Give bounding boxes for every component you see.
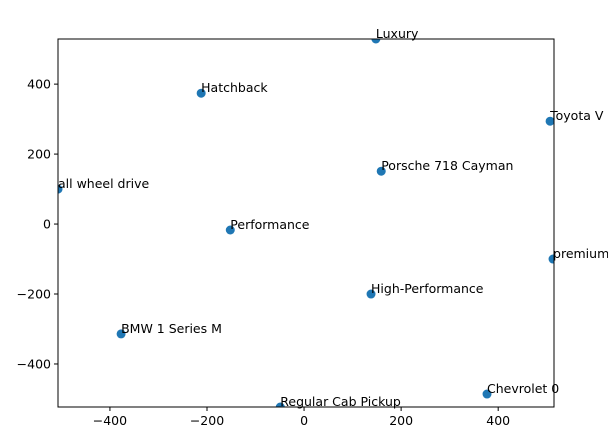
labels-layer: Luxury Hatchback Toyota V Porsche 718 Cayma… [58, 26, 608, 409]
y-tick-label: 0 [43, 217, 51, 232]
point-label: Toyota V [549, 108, 604, 123]
point-label: High-Performance [371, 281, 484, 296]
scatter-point [371, 39, 381, 44]
scatter-point [482, 389, 492, 399]
y-tick-label: −400 [17, 356, 51, 371]
scatter-point [545, 116, 554, 126]
y-tick-label: −200 [17, 287, 51, 302]
x-tick-label: 400 [486, 413, 510, 428]
scatter-point [376, 166, 386, 176]
x-tick-label: 200 [389, 413, 413, 428]
x-tick-label: 0 [300, 413, 308, 428]
x-tick-label: −200 [190, 413, 224, 428]
point-label: BMW 1 Series M [121, 321, 222, 336]
y-tick-label: 200 [27, 147, 51, 162]
point-label: Luxury [376, 26, 419, 41]
points-layer [58, 39, 554, 407]
scatter-point [196, 88, 206, 98]
point-label: Porsche 718 Cayman [381, 158, 513, 173]
scatter-point [366, 289, 376, 299]
point-label: Regular Cab Pickup [280, 394, 401, 409]
axes-frame [57, 38, 555, 408]
point-label: Chevrolet 0 [487, 381, 559, 396]
point-label: all wheel drive [58, 176, 149, 191]
point-label: Performance [230, 217, 310, 232]
point-label: premium [553, 246, 608, 261]
x-tick-label: −400 [93, 413, 127, 428]
scatter-point [116, 329, 126, 339]
scatter-point [58, 184, 63, 194]
y-tick-label: 400 [27, 77, 51, 92]
scatter-point [548, 254, 554, 264]
ticks-layer: −400 −200 0 200 400 −400 −200 0 200 400 [17, 77, 511, 428]
scatter-point [275, 402, 285, 407]
point-label: Hatchback [201, 80, 268, 95]
scatter-point [225, 225, 235, 235]
